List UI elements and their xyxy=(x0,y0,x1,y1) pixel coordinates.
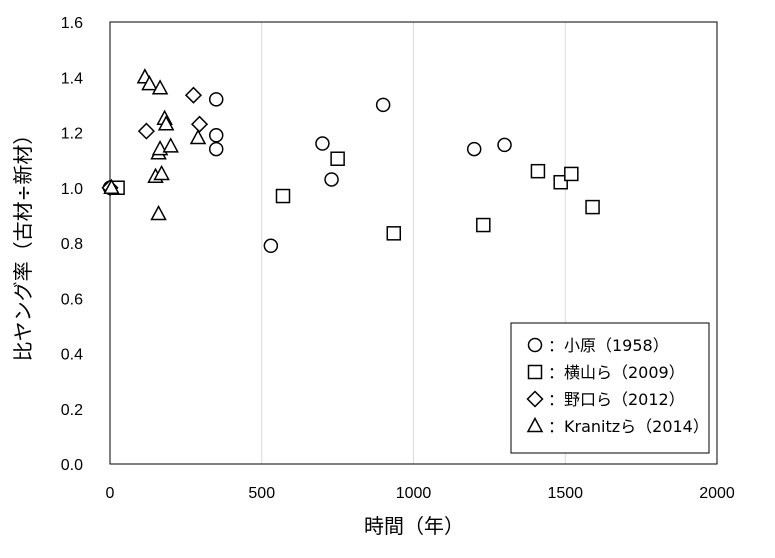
y-axis-title: 比ヤング率（古材÷新材） xyxy=(11,125,35,362)
legend-label: ：横山ら（2009） xyxy=(548,363,685,382)
legend-label: ：小原（1958） xyxy=(548,336,669,355)
legend-marker-triangle xyxy=(526,416,544,433)
legend-label: ：野口ら（2012） xyxy=(548,390,685,409)
y-tick-label: 0.6 xyxy=(61,291,83,308)
data-point-triangle xyxy=(150,204,167,221)
x-axis-title: 時間（年） xyxy=(364,514,464,538)
x-tick-label: 500 xyxy=(248,485,275,502)
data-point-square xyxy=(585,199,600,215)
data-point-diamond xyxy=(137,122,155,140)
y-tick-label: 0.8 xyxy=(61,236,83,253)
legend-marker-circle xyxy=(527,337,543,353)
data-point-square xyxy=(564,166,579,182)
data-points xyxy=(101,68,600,254)
x-tick-label: 0 xyxy=(106,485,115,502)
data-point-circle xyxy=(263,238,279,254)
data-point-square xyxy=(476,217,491,233)
data-point-square xyxy=(386,226,402,241)
y-axis-ticks: 0.0 0.2 0.4 0.6 0.8 1.0 1.2 1.4 1.6 xyxy=(61,15,83,474)
data-point-square xyxy=(330,151,345,166)
y-tick-label: 1.6 xyxy=(61,15,83,32)
legend: ：小原（1958） ：横山ら（2009） ：野口ら（2012） ：Kranitzら（2… xyxy=(510,322,710,454)
data-point-triangle xyxy=(103,178,120,194)
y-tick-label: 0.2 xyxy=(61,402,83,419)
data-point-triangle xyxy=(162,137,179,153)
plot-area-frame xyxy=(109,21,718,465)
legend-marker-square xyxy=(527,364,543,380)
data-point-square xyxy=(530,163,546,179)
y-tick-label: 0.0 xyxy=(61,457,83,474)
data-point-circle xyxy=(466,141,482,157)
y-tick-label: 1.4 xyxy=(61,70,83,87)
legend-label: ：Kranitzら（2014） xyxy=(548,417,709,436)
data-point-circle xyxy=(315,136,330,151)
data-point-square xyxy=(553,174,568,190)
data-point-square xyxy=(275,188,291,204)
data-point-triangle xyxy=(157,115,175,131)
data-point-circle xyxy=(375,97,391,113)
data-point-diamond xyxy=(190,115,209,133)
x-tick-label: 1000 xyxy=(396,485,432,502)
data-point-diamond xyxy=(184,86,203,104)
data-point-circle xyxy=(208,141,224,157)
x-axis-ticks: 0 500 1000 1500 2000 xyxy=(106,485,735,502)
data-point-triangle xyxy=(151,79,169,95)
data-point-circle xyxy=(208,92,224,107)
legend-marker-diamond xyxy=(526,390,544,408)
legend-box xyxy=(510,322,710,454)
y-tick-label: 1.2 xyxy=(61,126,83,143)
data-point-circle xyxy=(497,137,512,153)
data-point-circle xyxy=(324,172,339,187)
x-tick-label: 1500 xyxy=(547,485,583,502)
y-tick-label: 0.4 xyxy=(61,347,83,364)
data-point-triangle xyxy=(189,128,207,145)
y-tick-label: 1.0 xyxy=(61,181,83,198)
data-point-triangle xyxy=(141,75,158,91)
x-tick-label: 2000 xyxy=(699,485,735,502)
data-point-circle xyxy=(208,128,224,143)
data-point-triangle xyxy=(153,164,170,181)
